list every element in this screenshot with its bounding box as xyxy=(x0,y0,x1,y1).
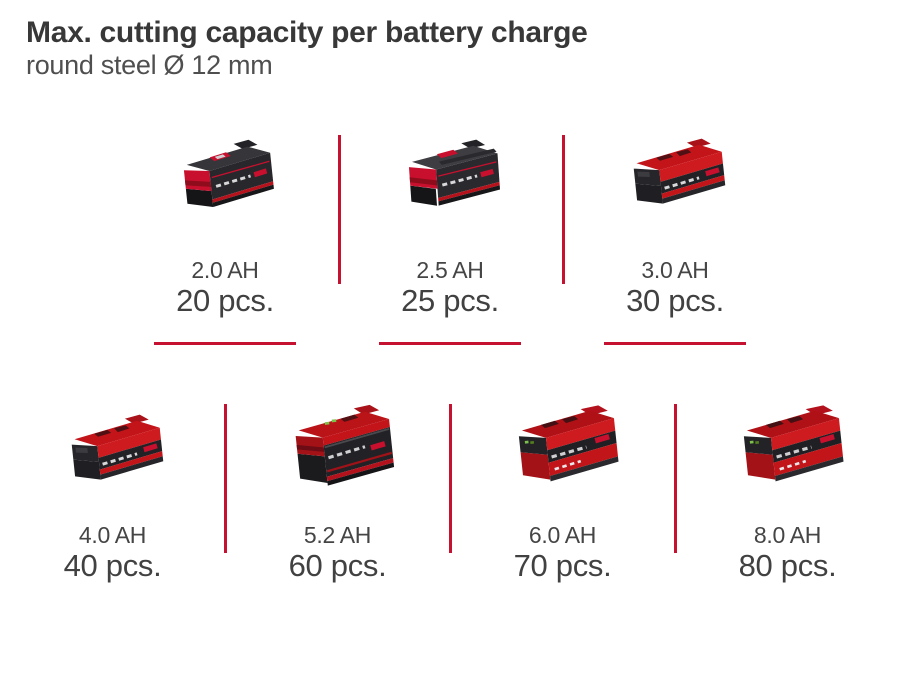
column-divider xyxy=(224,404,227,553)
page-subtitle: round steel Ø 12 mm xyxy=(26,50,273,80)
battery-6.0ah-icon xyxy=(500,402,625,489)
capacity-underline xyxy=(604,342,746,345)
battery-2.0ah-icon xyxy=(165,134,285,214)
pieces-label: 70 pcs. xyxy=(513,548,612,583)
capacity-label: 4.0 AH xyxy=(78,522,147,548)
battery-5.2ah-icon xyxy=(275,402,400,489)
battery-column-4-0ah: 4.0 AH 40 pcs. xyxy=(0,400,225,590)
capacity-label: 5.2 AH xyxy=(303,522,372,548)
battery-column-2-5ah: 2.5 AH 25 pcs. xyxy=(337,128,563,353)
pieces-label: 60 pcs. xyxy=(288,548,387,583)
battery-column-5-2ah: 5.2 AH 60 pcs. xyxy=(225,400,450,590)
capacity-label: 6.0 AH xyxy=(528,522,597,548)
page-title: Max. cutting capacity per battery charge xyxy=(26,16,588,49)
battery-column-2-0ah: 2.0 AH 20 pcs. xyxy=(112,128,338,353)
pieces-label: 80 pcs. xyxy=(738,548,837,583)
battery-column-6-0ah: 6.0 AH 70 pcs. xyxy=(450,400,675,590)
battery-4.0ah-icon xyxy=(53,410,173,490)
pieces-label: 40 pcs. xyxy=(63,548,162,583)
capacity-label: 2.0 AH xyxy=(191,257,259,283)
capacity-label: 3.0 AH xyxy=(641,257,709,283)
pieces-label: 20 pcs. xyxy=(176,283,274,318)
column-divider xyxy=(674,404,677,553)
column-divider xyxy=(338,135,341,284)
pieces-label: 30 pcs. xyxy=(626,283,724,318)
capacity-underline xyxy=(154,342,296,345)
battery-column-3-0ah: 3.0 AH 30 pcs. xyxy=(562,128,788,353)
battery-2.5ah-icon xyxy=(390,134,510,214)
capacity-label: 8.0 AH xyxy=(753,522,822,548)
capacity-label: 2.5 AH xyxy=(416,257,484,283)
pieces-label: 25 pcs. xyxy=(401,283,499,318)
battery-8.0ah-icon xyxy=(725,402,850,489)
battery-column-8-0ah: 8.0 AH 80 pcs. xyxy=(675,400,900,590)
column-divider xyxy=(449,404,452,553)
capacity-underline xyxy=(379,342,521,345)
header: Max. cutting capacity per battery charge… xyxy=(26,16,588,81)
battery-3.0ah-icon xyxy=(615,134,735,214)
column-divider xyxy=(562,135,565,284)
